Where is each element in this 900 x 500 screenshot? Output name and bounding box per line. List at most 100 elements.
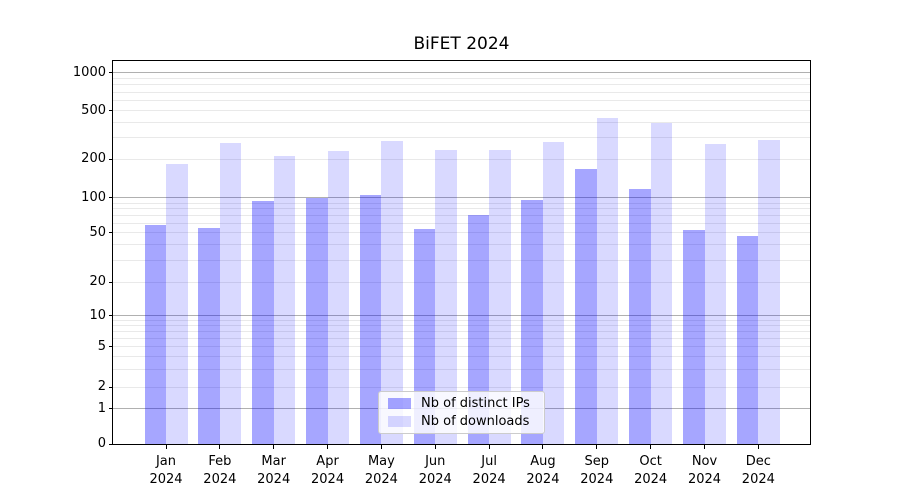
y-gridline-minor-30 bbox=[113, 259, 810, 261]
x-tick-label-jun-2024: Jun 2024 bbox=[418, 454, 452, 487]
bar-nb-of-distinct-ips-nov-2024 bbox=[683, 229, 705, 444]
legend-item-distinct-ips: Nb of distinct IPs bbox=[388, 395, 535, 412]
y-tick-1 bbox=[109, 408, 113, 409]
y-gridline-minor-60 bbox=[113, 222, 810, 224]
y-gridline-minor-4 bbox=[113, 355, 810, 357]
x-tick-apr-2024 bbox=[327, 445, 329, 449]
chart-title: BiFET 2024 bbox=[413, 34, 510, 54]
bar-nb-of-downloads-aug-2024 bbox=[542, 142, 565, 444]
y-tick-label-20: 20 bbox=[89, 274, 106, 290]
plot-area bbox=[112, 60, 811, 445]
bar-nb-of-distinct-ips-jun-2024 bbox=[413, 228, 436, 444]
x-tick-label-aug-2024: Aug 2024 bbox=[526, 454, 560, 487]
x-tick-feb-2024 bbox=[219, 445, 221, 449]
y-gridline-minor-50 bbox=[113, 232, 810, 234]
bar-nb-of-distinct-ips-jan-2024 bbox=[144, 225, 166, 444]
y-tick-label-10: 10 bbox=[89, 307, 106, 323]
legend-item-downloads: Nb of downloads bbox=[388, 413, 535, 430]
y-tick-200 bbox=[109, 158, 113, 160]
y-tick-label-5: 5 bbox=[97, 338, 106, 354]
legend-swatch-distinct-ips-icon bbox=[388, 398, 411, 409]
y-gridline-minor-200 bbox=[113, 158, 810, 160]
y-gridline-minor-2 bbox=[113, 386, 810, 388]
bar-nb-of-downloads-mar-2024 bbox=[273, 155, 296, 444]
bar-nb-of-distinct-ips-dec-2024 bbox=[736, 236, 759, 444]
y-gridline-minor-6 bbox=[113, 337, 810, 339]
bar-nb-of-distinct-ips-mar-2024 bbox=[252, 201, 274, 444]
bar-nb-of-distinct-ips-apr-2024 bbox=[306, 198, 328, 444]
y-tick-label-1000: 1000 bbox=[72, 64, 106, 80]
y-tick-5 bbox=[109, 346, 113, 347]
y-tick-0 bbox=[109, 443, 113, 445]
y-tick-label-2: 2 bbox=[97, 379, 106, 394]
y-gridline-minor-700 bbox=[113, 91, 810, 93]
x-tick-label-mar-2024: Mar 2024 bbox=[257, 454, 291, 487]
x-tick-jul-2024 bbox=[488, 445, 490, 449]
y-gridline-minor-40 bbox=[113, 244, 810, 246]
y-gridline-minor-400 bbox=[113, 122, 810, 124]
y-tick-20 bbox=[109, 281, 113, 283]
legend-swatch-downloads-icon bbox=[388, 416, 411, 427]
x-tick-aug-2024 bbox=[542, 445, 544, 449]
bar-nb-of-downloads-may-2024 bbox=[381, 141, 403, 444]
x-tick-sep-2024 bbox=[596, 445, 598, 449]
x-tick-mar-2024 bbox=[273, 445, 275, 449]
y-gridline-minor-70 bbox=[113, 215, 810, 217]
y-tick-label-0: 0 bbox=[97, 436, 106, 451]
y-gridline-major-1000 bbox=[113, 72, 810, 74]
x-tick-jun-2024 bbox=[434, 445, 436, 449]
y-gridline-minor-9 bbox=[113, 319, 810, 321]
bar-nb-of-downloads-oct-2024 bbox=[650, 122, 673, 444]
x-tick-oct-2024 bbox=[650, 445, 652, 449]
y-tick-label-50: 50 bbox=[89, 224, 106, 240]
bar-nb-of-distinct-ips-may-2024 bbox=[359, 194, 382, 444]
y-tick-2 bbox=[109, 386, 113, 388]
legend-label-distinct-ips: Nb of distinct IPs bbox=[421, 396, 530, 411]
y-gridline-minor-300 bbox=[113, 137, 810, 139]
y-tick-500 bbox=[109, 110, 113, 112]
x-tick-label-nov-2024: Nov 2024 bbox=[687, 454, 722, 487]
y-gridline-major-100 bbox=[113, 197, 810, 199]
x-tick-label-oct-2024: Oct 2024 bbox=[634, 454, 668, 487]
x-tick-dec-2024 bbox=[757, 445, 759, 449]
y-gridline-minor-8 bbox=[113, 325, 810, 327]
y-tick-label-100: 100 bbox=[81, 189, 106, 205]
x-tick-nov-2024 bbox=[704, 445, 705, 449]
x-tick-may-2024 bbox=[380, 445, 382, 449]
bar-nb-of-downloads-jul-2024 bbox=[489, 149, 511, 444]
x-tick-label-jan-2024: Jan 2024 bbox=[149, 454, 183, 487]
x-tick-label-apr-2024: Apr 2024 bbox=[311, 454, 345, 487]
x-tick-label-jul-2024: Jul 2024 bbox=[472, 454, 506, 487]
bar-nb-of-distinct-ips-oct-2024 bbox=[629, 189, 651, 444]
bar-nb-of-downloads-sep-2024 bbox=[596, 118, 619, 444]
bar-nb-of-downloads-apr-2024 bbox=[327, 150, 350, 444]
x-tick-label-feb-2024: Feb 2024 bbox=[203, 454, 237, 487]
bar-nb-of-downloads-feb-2024 bbox=[219, 143, 242, 444]
y-tick-label-1: 1 bbox=[97, 400, 106, 416]
legend-label-downloads: Nb of downloads bbox=[421, 414, 530, 429]
y-tick-1000 bbox=[109, 72, 113, 74]
y-gridline-minor-500 bbox=[113, 110, 810, 112]
x-tick-label-sep-2024: Sep 2024 bbox=[580, 454, 614, 487]
x-tick-label-dec-2024: Dec 2024 bbox=[741, 454, 775, 487]
y-gridline-minor-90 bbox=[113, 202, 810, 204]
y-gridline-minor-800 bbox=[113, 84, 810, 86]
y-gridline-minor-900 bbox=[113, 77, 810, 79]
x-tick-jan-2024 bbox=[165, 445, 167, 449]
legend: Nb of distinct IPs Nb of downloads bbox=[378, 391, 545, 434]
y-gridline-major-10 bbox=[113, 315, 810, 317]
y-tick-label-200: 200 bbox=[81, 151, 106, 167]
y-tick-50 bbox=[109, 232, 113, 234]
bar-nb-of-downloads-jan-2024 bbox=[166, 164, 188, 444]
y-gridline-minor-600 bbox=[113, 100, 810, 102]
y-gridline-minor-80 bbox=[113, 208, 810, 210]
y-gridline-minor-3 bbox=[113, 368, 810, 370]
bar-nb-of-distinct-ips-sep-2024 bbox=[575, 169, 597, 444]
y-gridline-minor-5 bbox=[113, 346, 810, 347]
bar-nb-of-distinct-ips-jul-2024 bbox=[467, 214, 490, 444]
bar-nb-of-distinct-ips-aug-2024 bbox=[521, 200, 543, 444]
bar-nb-of-downloads-dec-2024 bbox=[758, 139, 780, 444]
y-gridline-minor-20 bbox=[113, 281, 810, 283]
bar-nb-of-downloads-nov-2024 bbox=[704, 144, 726, 444]
